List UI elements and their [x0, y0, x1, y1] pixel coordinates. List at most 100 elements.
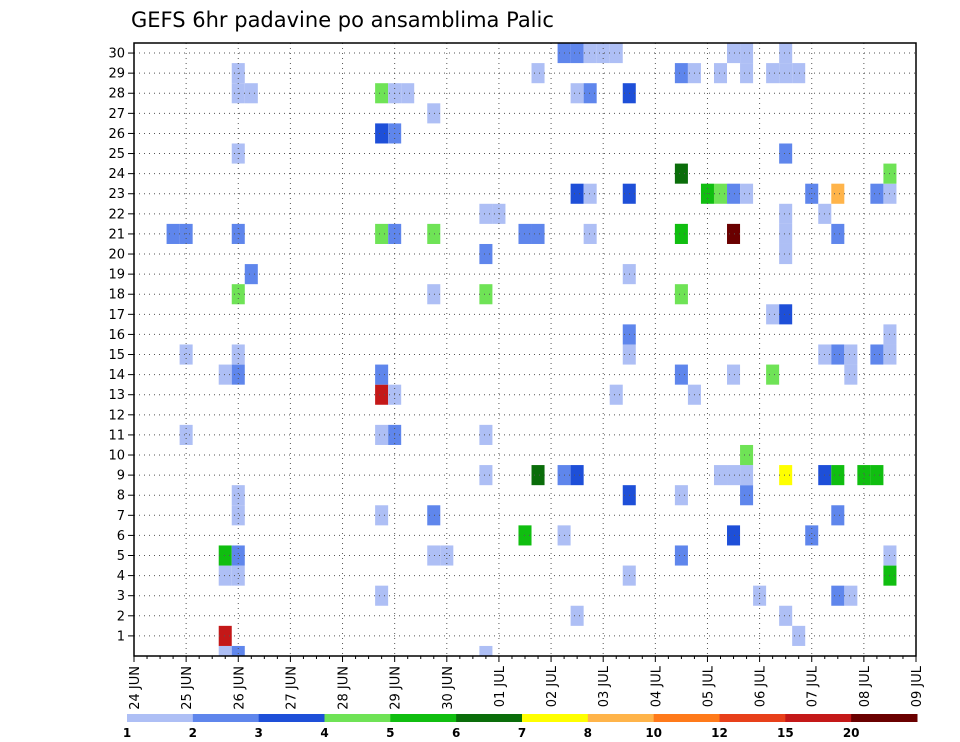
y-tick-label: 9: [117, 469, 125, 484]
y-tick-label: 24: [108, 167, 125, 182]
heatmap-cell-26: [375, 384, 389, 405]
heatmap-cell-2: [218, 565, 232, 586]
heatmap-cell-127: [831, 183, 845, 204]
heatmap-cell-11: [231, 344, 245, 365]
colorbar-segment: [127, 714, 194, 722]
x-tick-label: 05 JUL: [701, 665, 716, 707]
x-tick-label: 09 JUL: [910, 665, 925, 707]
y-tick-label: 1: [117, 629, 125, 644]
heatmap-cell-83: [674, 63, 688, 84]
y-tick-label: 27: [108, 107, 125, 122]
heatmap-cell-69: [609, 43, 623, 64]
heatmap-cell-80: [674, 284, 688, 305]
x-tick-label: 02 JUL: [545, 665, 560, 707]
heatmap-cell-24: [375, 505, 389, 526]
y-tick-label: 18: [108, 288, 125, 303]
heatmap-cell-30: [375, 83, 389, 104]
heatmap-cell-65: [583, 83, 597, 104]
heatmap-cell-9: [231, 485, 245, 506]
heatmap-cell-12: [231, 284, 245, 305]
heatmap-cell-134: [870, 183, 884, 204]
y-tick-label: 14: [108, 368, 125, 383]
heatmap-cell-53: [531, 223, 545, 244]
heatmap-cell-0: [218, 645, 232, 656]
heatmap-cell-43: [479, 645, 493, 656]
heatmap-cell-59: [570, 465, 584, 486]
heatmap-cell-19: [166, 223, 180, 244]
y-tick-label: 3: [117, 589, 125, 604]
heatmap-cell-123: [831, 505, 845, 526]
colorbar-segment: [390, 714, 457, 722]
x-tick-label: 26 JUN: [232, 666, 247, 710]
heatmap-cell-131: [857, 465, 871, 486]
heatmap-cell-37: [427, 545, 441, 566]
heatmap-cell-105: [766, 63, 780, 84]
heatmap-cell-54: [531, 63, 545, 84]
y-tick-label: 13: [108, 388, 125, 403]
heatmap-cell-17: [244, 264, 258, 285]
heatmap-cell-126: [831, 223, 845, 244]
heatmap-cell-77: [674, 545, 688, 566]
y-tick-label: 28: [108, 87, 125, 102]
y-tick-label: 30: [108, 47, 125, 62]
colorbar-legend: 1 2 3 4 5 6 7 8 10 12 15 20: [123, 714, 918, 740]
heatmap-cell-7: [231, 545, 245, 566]
y-tick-label: 16: [108, 328, 125, 343]
x-axis: 24 JUN 25 JUN 26 JUN 27 JUN 28 JUN 29 JUN 30 J…: [128, 656, 925, 710]
heatmap-cell-46: [479, 284, 493, 305]
heatmap-cell-42: [440, 545, 454, 566]
heatmap-cell-23: [375, 585, 389, 606]
heatmap-cell-106: [779, 605, 793, 626]
heatmap-cell-60: [570, 183, 584, 204]
y-tick-label: 12: [108, 408, 125, 423]
colorbar-segment: [522, 714, 589, 722]
y-tick-label: 21: [108, 227, 125, 242]
y-tick-label: 19: [108, 268, 125, 283]
heatmap-cell-79: [674, 364, 688, 385]
colorbar-segment: [258, 714, 325, 722]
heatmap-cell-8: [231, 505, 245, 526]
x-tick-label: 29 JUN: [389, 666, 404, 710]
y-tick-label: 11: [108, 428, 125, 443]
y-tick-label: 5: [117, 549, 125, 564]
heatmap-cell-29: [375, 123, 389, 144]
heatmap-cell-97: [740, 465, 754, 486]
heatmap-cell-62: [570, 43, 584, 64]
heatmap-cell-89: [713, 63, 728, 84]
colorbar-label: 15: [777, 726, 794, 740]
colorbar-label: 7: [518, 726, 526, 740]
heatmap-cell-117: [805, 525, 819, 546]
heatmap-cell-124: [831, 465, 845, 486]
heatmap-cell-5: [231, 645, 245, 656]
colorbar-label: 12: [711, 726, 728, 740]
heatmap-cell-63: [583, 223, 597, 244]
heatmap-cell-132: [870, 465, 884, 486]
y-tick-label: 7: [117, 509, 125, 524]
heatmap-cell-21: [179, 424, 193, 445]
heatmap-cell-6: [231, 565, 245, 586]
heatmap-cell-58: [570, 605, 584, 626]
y-axis: 1234567891011121314151617181920212223242…: [108, 47, 134, 644]
y-tick-label: 26: [108, 127, 125, 142]
heatmap-cell-87: [713, 183, 728, 204]
heatmap-cell-129: [844, 364, 858, 385]
colorbar-segment: [587, 714, 655, 722]
heatmap-cell-10: [231, 364, 245, 385]
heatmap-cell-108: [779, 304, 793, 325]
colorbar-label: 1: [123, 726, 131, 740]
colorbar-label: 5: [386, 726, 394, 740]
heatmap-cell-92: [727, 364, 741, 385]
heatmap-cell-47: [479, 243, 493, 265]
heatmap-cell-82: [674, 163, 688, 184]
colorbar-label: 6: [452, 726, 460, 740]
x-tick-label: 06 JUL: [754, 665, 769, 707]
heatmap-cell-22: [179, 344, 193, 365]
y-tick-label: 17: [108, 308, 125, 323]
y-tick-label: 15: [108, 348, 125, 363]
colorbar-label: 4: [320, 726, 328, 740]
heatmap-cell-104: [766, 364, 780, 385]
heatmap-cell-107: [779, 465, 793, 486]
heatmap-cells: [166, 43, 897, 656]
x-tick-label: 07 JUL: [806, 665, 821, 707]
